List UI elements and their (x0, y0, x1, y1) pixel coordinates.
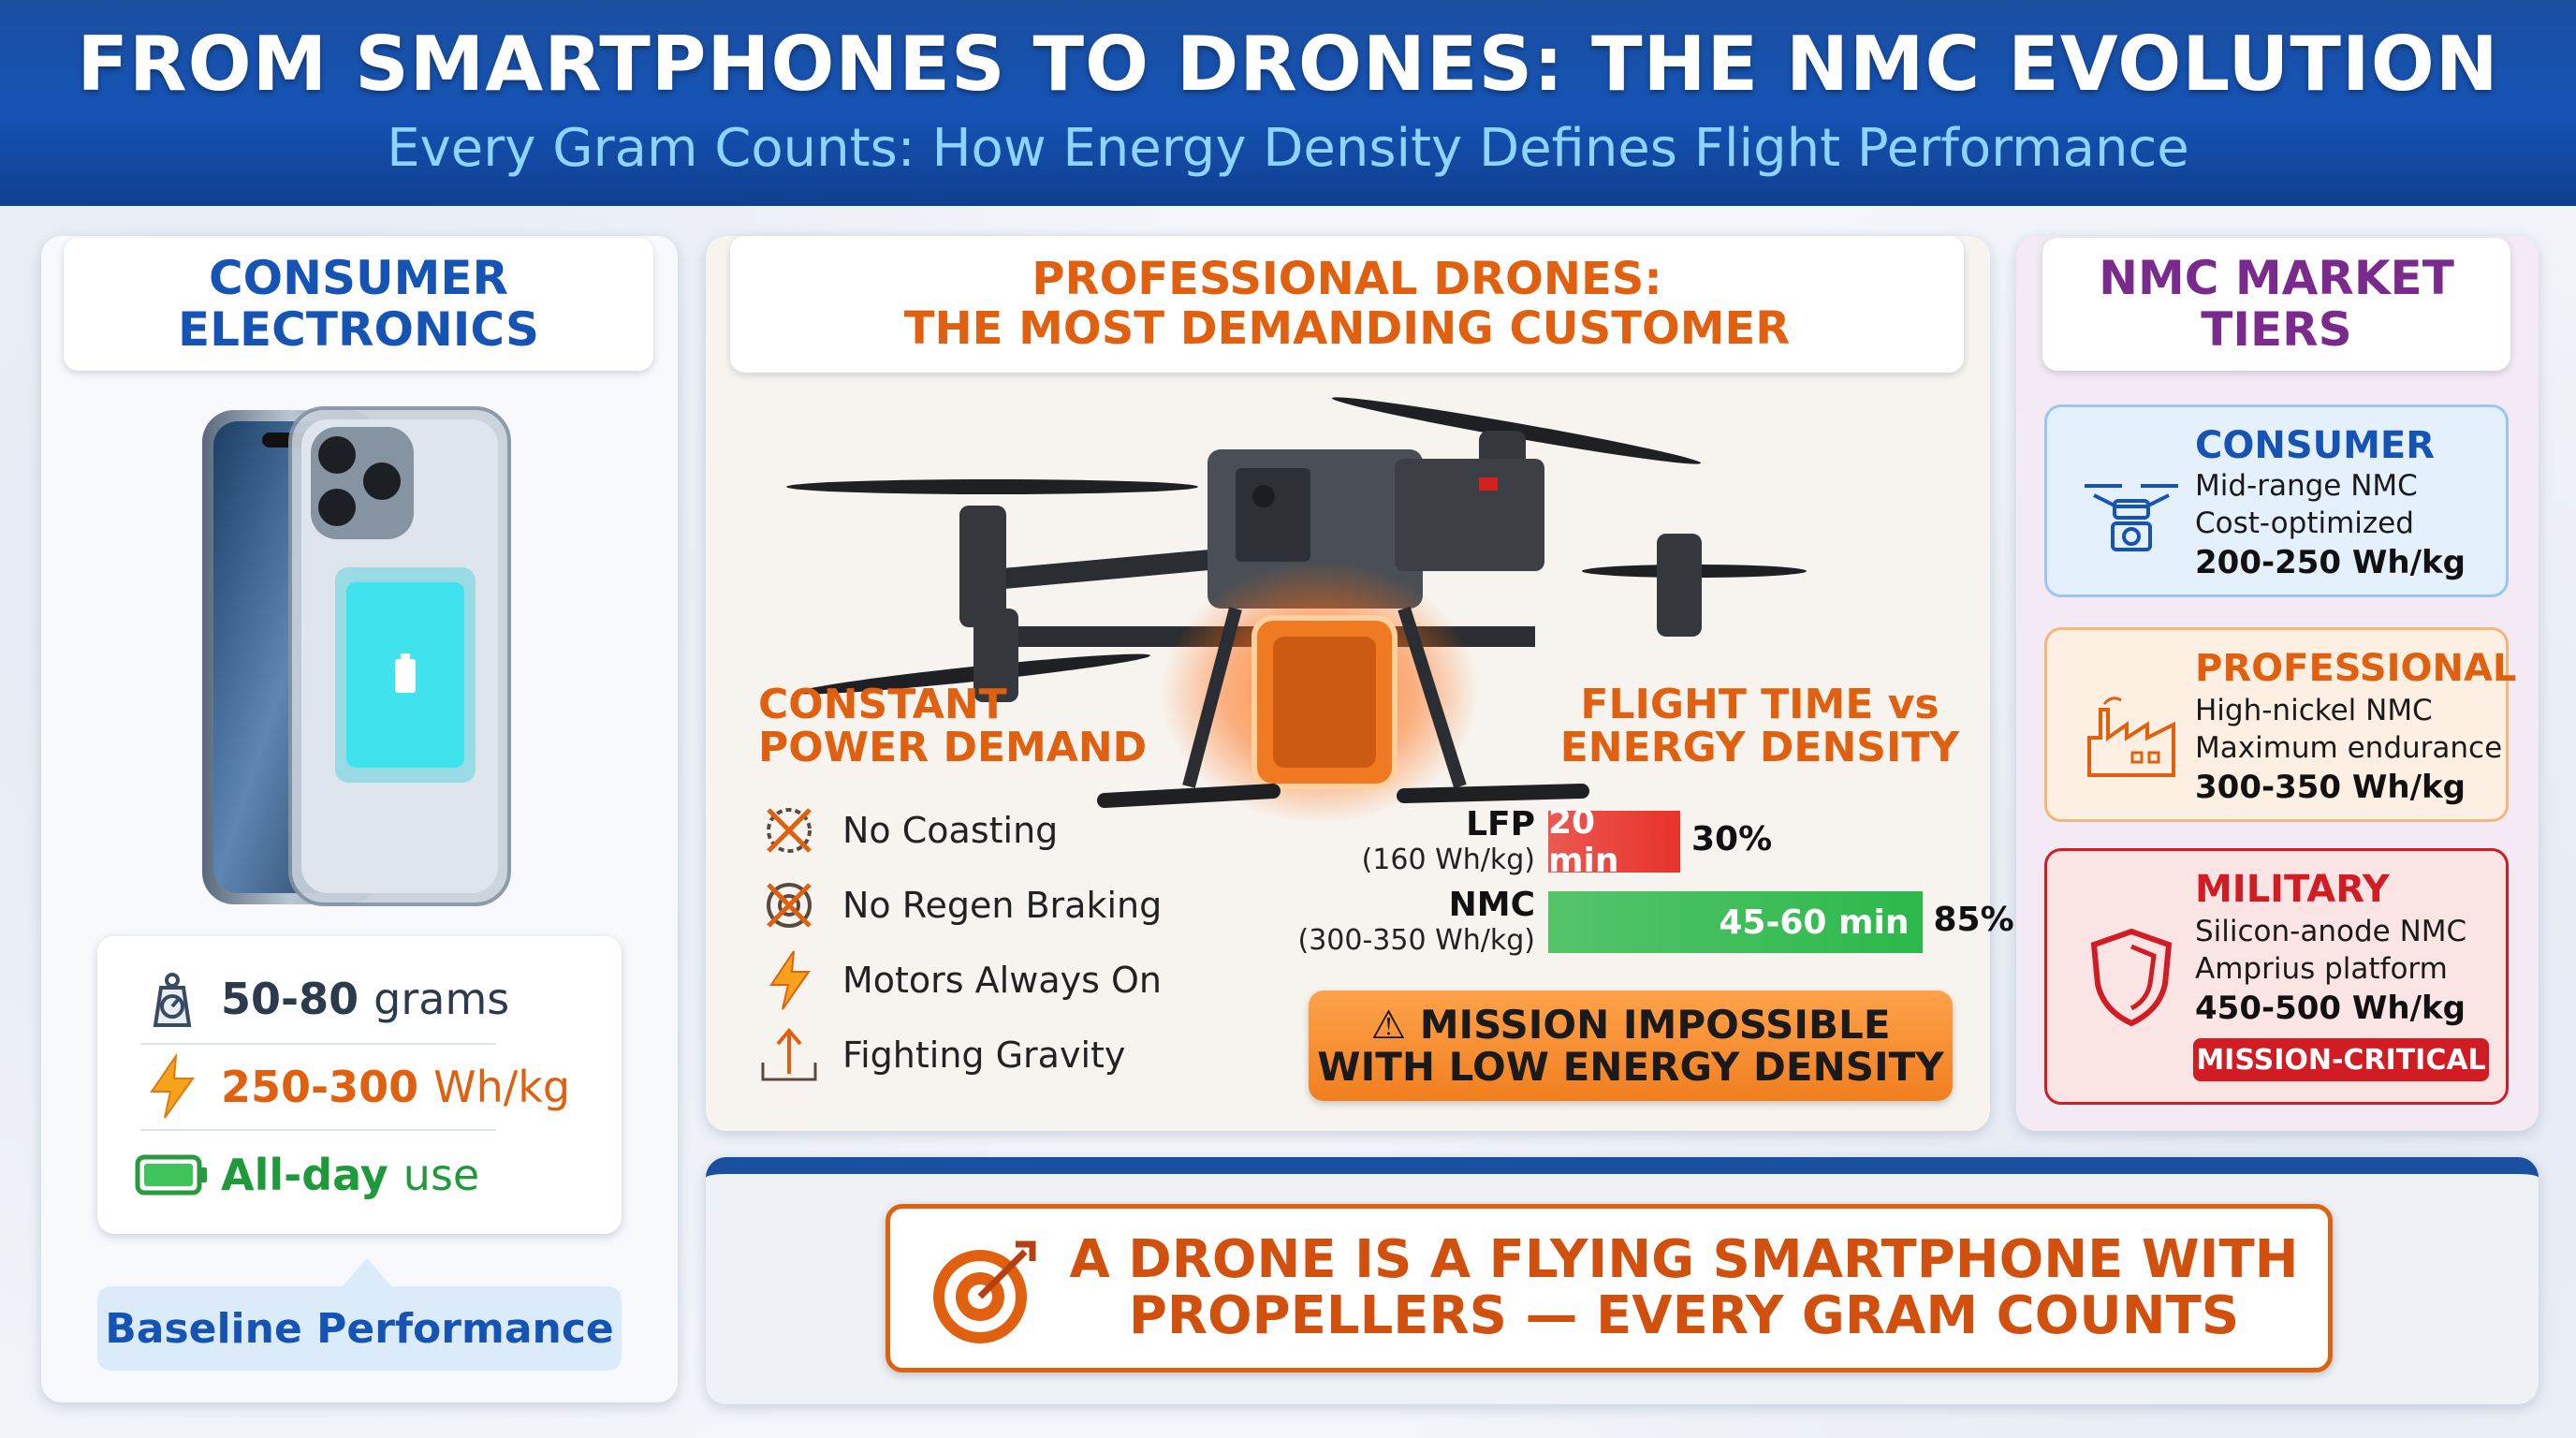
key-message-line: A DRONE IS A FLYING SMARTPHONE WITH (1069, 1228, 2299, 1290)
lightning-icon (756, 947, 822, 1013)
tier-name: CONSUMER (2195, 424, 2436, 467)
bar-category-label: LFP (160 Wh/kg) (1254, 805, 1535, 876)
tier-line: High-nickel NMC (2195, 694, 2433, 727)
power-demand-item: No Coasting (756, 798, 1243, 863)
tier-line: Cost-optimized (2195, 506, 2414, 540)
gravity-arrow-icon (756, 1022, 822, 1088)
stat-battery-life: All-day use (135, 1133, 593, 1217)
bar-category-sublabel: (160 Wh/kg) (1361, 844, 1535, 876)
no-regen-icon (756, 873, 822, 938)
shield-icon (2066, 917, 2197, 1038)
power-demand-label: Fighting Gravity (842, 1034, 1126, 1076)
smartphone-illustration (202, 406, 511, 906)
stat-energy-density: 250-300 Wh/kg (135, 1045, 593, 1129)
title-line: POWER DEMAND (758, 724, 1148, 772)
baseline-pointer (343, 1258, 391, 1286)
scale-icon (135, 966, 210, 1032)
title-line: CONSTANT (758, 681, 1007, 728)
constant-power-demand-title: CONSTANT POWER DEMAND (758, 681, 1226, 772)
title-line: FLIGHT TIME vs (1580, 681, 1939, 728)
tier-line: Silicon-anode NMC (2195, 915, 2467, 948)
drone-illustration (786, 397, 1807, 824)
professional-drones-title: PROFESSIONAL DRONES: THE MOST DEMANDING … (730, 236, 1964, 373)
bar-percent-label: 30% (1691, 820, 1773, 858)
factory-icon (2066, 677, 2197, 799)
lightning-icon (135, 1054, 210, 1120)
tier-line: Maximum endurance (2195, 731, 2503, 765)
tier-value: 300-350 Wh/kg (2195, 769, 2466, 806)
drone-camera-icon (2066, 454, 2197, 576)
divider (140, 1043, 496, 1045)
key-message-box: A DRONE IS A FLYING SMARTPHONE WITH PROP… (886, 1204, 2333, 1372)
title-line: NMC MARKET (2099, 251, 2454, 305)
bar-nmc: 45-60 min (1548, 891, 1923, 953)
bar-category-label: NMC (300-350 Wh/kg) (1254, 886, 1536, 957)
tier-professional: PROFESSIONAL High-nickel NMC Maximum end… (2044, 627, 2516, 822)
header-banner: FROM SMARTPHONES TO DRONES: THE NMC EVOL… (0, 0, 2576, 206)
tier-military: MILITARY Silicon-anode NMC Amprius platf… (2044, 848, 2509, 1105)
stat-value: 250-300 (221, 1062, 419, 1112)
power-demand-item: Fighting Gravity (756, 1022, 1243, 1088)
banner-line: WITH LOW ENERGY DENSITY (1317, 1044, 1944, 1090)
bar-category-name: NMC (1448, 886, 1535, 924)
power-demand-label: No Coasting (842, 810, 1059, 851)
tier-value: 200-250 Wh/kg (2195, 544, 2466, 581)
bar-percent-label: 85% (1933, 901, 2014, 939)
tier-consumer: CONSUMER Mid-range NMC Cost-optimized 20… (2044, 404, 2509, 597)
stat-unit: Wh/kg (433, 1062, 571, 1112)
stat-unit: grams (373, 974, 510, 1024)
bar-category-name: LFP (1466, 805, 1535, 844)
tier-name: PROFESSIONAL (2195, 647, 2517, 690)
banner-line: ⚠ MISSION IMPOSSIBLE (1370, 1001, 1891, 1048)
title-line: CONSUMER (208, 251, 509, 305)
no-coasting-icon (756, 798, 822, 863)
target-icon (933, 1240, 1036, 1343)
title-line: TIERS (2201, 302, 2352, 357)
stat-value: 50-80 (221, 974, 359, 1024)
tier-name: MILITARY (2195, 868, 2390, 911)
stat-weight: 50-80 grams (135, 957, 593, 1041)
battery-icon (135, 1142, 210, 1208)
page-subtitle: Every Gram Counts: How Energy Density De… (387, 118, 2189, 179)
tier-value: 450-500 Wh/kg (2195, 990, 2466, 1027)
title-line: ENERGY DENSITY (1559, 724, 1960, 772)
title-line: ELECTRONICS (177, 302, 540, 357)
baseline-performance-label: Baseline Performance (97, 1286, 622, 1371)
stat-value: All-day (221, 1150, 388, 1200)
power-demand-item: No Regen Braking (756, 873, 1243, 938)
power-demand-item: Motors Always On (756, 947, 1243, 1013)
mission-impossible-banner: ⚠ MISSION IMPOSSIBLE WITH LOW ENERGY DEN… (1309, 990, 1953, 1101)
mission-critical-badge: MISSION-CRITICAL (2193, 1038, 2489, 1081)
power-demand-label: Motors Always On (842, 960, 1162, 1001)
bar-category-sublabel: (300-350 Wh/kg) (1297, 924, 1536, 957)
stat-unit: use (402, 1150, 480, 1200)
bar-lfp: 20 min (1548, 803, 1680, 880)
consumer-electronics-title: CONSUMER ELECTRONICS (64, 238, 653, 371)
title-line: THE MOST DEMANDING CUSTOMER (903, 302, 1791, 355)
flight-time-title: FLIGHT TIME vs ENERGY DENSITY (1554, 681, 1966, 772)
market-tiers-title: NMC MARKET TIERS (2042, 238, 2510, 371)
divider (140, 1129, 496, 1131)
power-demand-label: No Regen Braking (842, 885, 1163, 926)
page-title: FROM SMARTPHONES TO DRONES: THE NMC EVOL… (77, 21, 2499, 108)
tier-line: Amprius platform (2195, 952, 2448, 986)
title-line: PROFESSIONAL DRONES: (1032, 253, 1662, 306)
tier-line: Mid-range NMC (2195, 469, 2418, 503)
key-message-line: PROPELLERS — EVERY GRAM COUNTS (1128, 1285, 2240, 1346)
